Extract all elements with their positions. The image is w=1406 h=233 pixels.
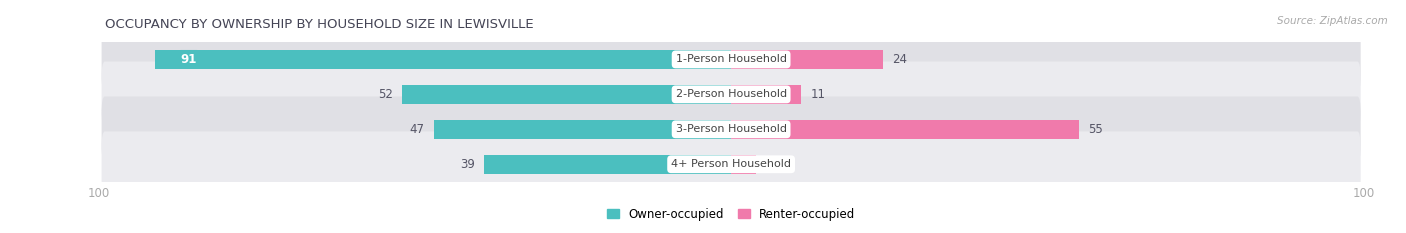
Text: 47: 47 bbox=[409, 123, 425, 136]
Bar bbox=[731, 85, 800, 104]
FancyBboxPatch shape bbox=[101, 96, 1361, 162]
Bar bbox=[731, 155, 756, 174]
Text: 24: 24 bbox=[893, 53, 907, 66]
FancyBboxPatch shape bbox=[101, 62, 1361, 127]
Text: 52: 52 bbox=[378, 88, 392, 101]
Text: 4: 4 bbox=[766, 158, 773, 171]
FancyBboxPatch shape bbox=[101, 131, 1361, 197]
FancyBboxPatch shape bbox=[101, 27, 1361, 92]
Text: 91: 91 bbox=[180, 53, 197, 66]
Text: 4+ Person Household: 4+ Person Household bbox=[671, 159, 792, 169]
Text: 2-Person Household: 2-Person Household bbox=[675, 89, 787, 99]
Text: 11: 11 bbox=[810, 88, 825, 101]
Text: 39: 39 bbox=[460, 158, 475, 171]
Legend: Owner-occupied, Renter-occupied: Owner-occupied, Renter-occupied bbox=[607, 208, 855, 221]
Bar bbox=[484, 155, 731, 174]
Bar bbox=[433, 120, 731, 139]
Text: 1-Person Household: 1-Person Household bbox=[676, 55, 786, 64]
Bar bbox=[155, 50, 731, 69]
Bar bbox=[731, 50, 883, 69]
Text: 55: 55 bbox=[1088, 123, 1104, 136]
Bar bbox=[731, 120, 1078, 139]
Text: 3-Person Household: 3-Person Household bbox=[676, 124, 786, 134]
Bar bbox=[402, 85, 731, 104]
Text: Source: ZipAtlas.com: Source: ZipAtlas.com bbox=[1277, 16, 1388, 26]
Text: OCCUPANCY BY OWNERSHIP BY HOUSEHOLD SIZE IN LEWISVILLE: OCCUPANCY BY OWNERSHIP BY HOUSEHOLD SIZE… bbox=[105, 18, 533, 31]
